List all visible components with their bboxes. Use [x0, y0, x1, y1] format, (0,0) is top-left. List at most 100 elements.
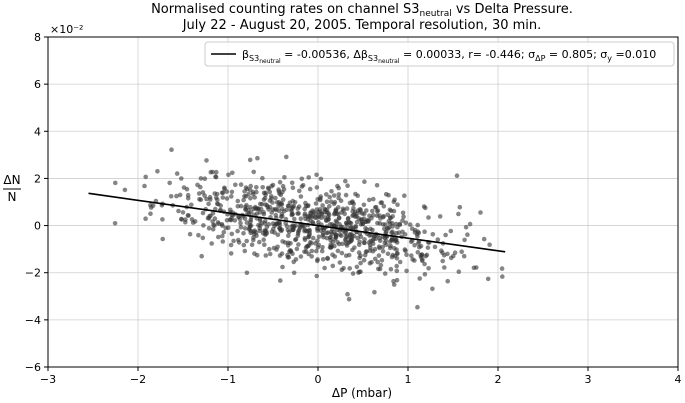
scatter-point	[402, 232, 408, 237]
scatter-point	[342, 211, 348, 217]
scatter-point	[330, 263, 336, 269]
scatter-point	[415, 222, 421, 228]
scatter-point	[459, 249, 465, 254]
x-tick-label: −3	[40, 373, 56, 386]
scatter-point	[309, 214, 315, 220]
scatter-point	[112, 221, 118, 226]
scatter-point	[316, 209, 321, 215]
scatter-point	[439, 248, 444, 253]
scatter-point	[243, 204, 248, 210]
scatter-point	[288, 249, 294, 254]
y-tick-label: 8	[34, 31, 41, 44]
scatter-point	[179, 176, 184, 181]
plot-frame	[47, 36, 679, 368]
scatter-point	[219, 190, 225, 196]
scatter-point	[286, 203, 292, 209]
scatter-point	[344, 243, 350, 248]
scatter-point	[335, 183, 340, 189]
scatter-point	[381, 214, 386, 219]
chart-title-line2: July 22 - August 20, 2005. Temporal reso…	[182, 18, 542, 33]
scatter-point	[353, 191, 358, 197]
scatter-point	[231, 238, 236, 244]
scatter-point	[248, 196, 253, 201]
scatter-point	[332, 254, 338, 259]
x-axis-label: ΔP (mbar)	[332, 386, 392, 400]
scatter-point	[253, 185, 259, 190]
scatter-point	[413, 227, 418, 233]
scatter-point	[251, 237, 256, 243]
scatter-point	[285, 254, 291, 260]
scatter-point	[235, 203, 241, 209]
scatter-point	[300, 183, 306, 188]
scatter-point	[224, 218, 230, 223]
scatter-point	[236, 240, 242, 245]
scatter-point	[243, 185, 249, 190]
scatter-point	[415, 250, 421, 255]
scatter-point	[394, 277, 400, 283]
scatter-point	[362, 179, 367, 184]
scatter-point	[391, 282, 397, 287]
scatter-point	[377, 245, 382, 251]
scatter-point	[383, 222, 388, 227]
scatter-point	[454, 173, 460, 178]
scatter-point	[238, 182, 244, 187]
scatter-point	[160, 217, 165, 222]
scatter-point	[325, 256, 331, 262]
scatter-point	[228, 207, 233, 213]
scatter-point	[235, 228, 240, 234]
scatter-point	[113, 180, 118, 186]
scatter-point	[437, 214, 443, 219]
scatter-point	[248, 219, 253, 224]
y-tick-label: −6	[25, 361, 41, 374]
scatter-point	[354, 264, 360, 270]
scatter-point	[373, 205, 378, 210]
scatter-point	[443, 232, 448, 238]
scatter-point	[408, 239, 414, 245]
scatter-point	[401, 214, 406, 220]
scatter-point	[328, 238, 333, 243]
scatter-point	[169, 147, 174, 152]
scatter-point	[361, 257, 367, 263]
scatter-point	[389, 236, 395, 241]
scatter-point	[345, 216, 351, 222]
legend-text: βS3neutral = -0.00536, ΔβS3neutral = 0.0…	[242, 48, 656, 65]
scatter-point	[358, 253, 363, 258]
scatter-point	[367, 261, 373, 266]
scatter-point	[384, 242, 389, 247]
scatter-point	[500, 274, 505, 279]
scatter-point	[248, 183, 253, 189]
scatter-point	[277, 179, 283, 185]
scatter-point	[404, 268, 409, 274]
scatter-point	[322, 265, 327, 271]
scatter-point	[176, 208, 181, 214]
scatter-point	[185, 196, 191, 201]
scatter-point	[255, 155, 260, 161]
scatter-point	[306, 203, 311, 208]
scatter-point	[269, 210, 275, 215]
scatter-point	[260, 175, 265, 181]
scatter-point	[362, 211, 367, 216]
scatter-point	[292, 216, 297, 222]
scatter-point	[356, 216, 362, 221]
scatter-point	[228, 251, 234, 256]
scatter-point	[392, 197, 397, 203]
scatter-point	[403, 248, 408, 254]
scatter-point	[302, 206, 308, 212]
scatter-point	[316, 219, 321, 225]
legend-box	[204, 41, 675, 67]
scatter-point	[445, 278, 451, 284]
scatter-point	[394, 237, 399, 242]
scatter-point	[282, 175, 287, 180]
scatter-point	[375, 259, 381, 265]
scatter-point	[320, 203, 325, 208]
scatter-point	[314, 248, 319, 254]
scatter-point	[262, 195, 268, 201]
scatter-point	[323, 207, 328, 213]
scatter-point	[212, 191, 217, 196]
scatter-point	[327, 203, 332, 209]
scatter-point	[293, 237, 298, 243]
scatter-point	[189, 217, 195, 222]
scatter-point	[148, 211, 153, 216]
scatter-point	[261, 210, 266, 215]
scatter-point	[241, 242, 247, 248]
